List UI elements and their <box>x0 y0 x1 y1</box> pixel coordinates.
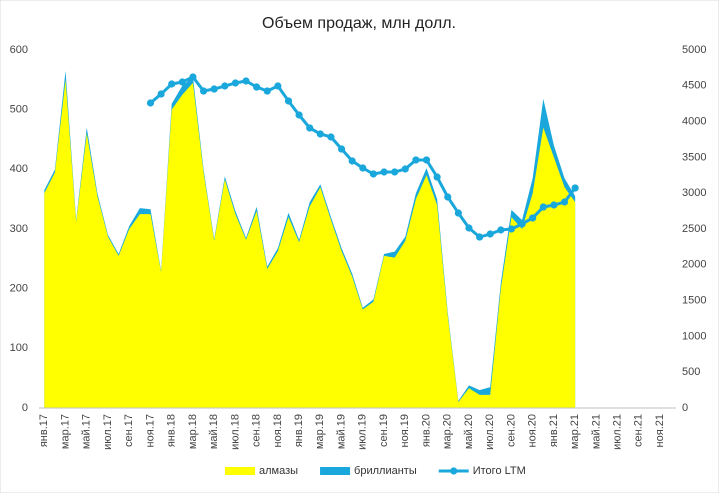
x-tick-label: мар.21 <box>569 414 581 449</box>
marker <box>231 79 240 87</box>
y-tick-label: 200 <box>10 283 28 295</box>
marker <box>337 145 346 153</box>
marker <box>327 133 335 141</box>
marker <box>422 156 431 164</box>
x-tick-label: май.21 <box>590 414 602 449</box>
marker <box>433 173 441 181</box>
x-tick-label: ноя.17 <box>144 414 156 447</box>
marker <box>178 78 186 86</box>
x-tick-label: мар.17 <box>59 414 71 449</box>
x-tick-label: янв.20 <box>420 414 432 447</box>
x-tick-label: ноя.18 <box>272 414 284 447</box>
x-tick-label: янв.17 <box>38 414 50 447</box>
marker <box>199 87 208 95</box>
marker <box>380 168 388 176</box>
legend-label: бриллианты <box>354 465 417 477</box>
x-tick-label: сен.20 <box>505 414 517 447</box>
x-tick-label: янв.21 <box>548 414 560 447</box>
marker <box>486 230 494 238</box>
marker <box>529 214 537 222</box>
marker <box>168 80 176 88</box>
x-tick-label: сен.21 <box>633 414 645 447</box>
marker <box>571 184 579 192</box>
marker <box>507 225 516 233</box>
marker <box>391 168 399 176</box>
marker <box>274 82 282 90</box>
marker <box>359 164 367 172</box>
marker <box>221 82 229 90</box>
y-tick-label: 300 <box>10 223 28 235</box>
x-tick-label: июл.21 <box>612 414 624 450</box>
x-tick-label: май.18 <box>208 414 220 449</box>
x-tick-label: ноя.21 <box>654 414 666 447</box>
x-tick-label: ноя.19 <box>399 414 411 447</box>
y2-tick-label: 4000 <box>682 116 706 128</box>
marker <box>316 130 324 138</box>
legend-label: Итого LTM <box>473 465 526 477</box>
marker <box>189 73 197 81</box>
y-tick-label: 600 <box>10 44 28 56</box>
marker <box>210 85 218 93</box>
marker <box>295 111 303 119</box>
marker <box>348 157 356 165</box>
y2-tick-label: 500 <box>682 366 700 378</box>
legend-swatch <box>225 467 255 475</box>
x-tick-label: сен.19 <box>378 414 390 447</box>
y-tick-label: 500 <box>10 104 28 116</box>
x-tick-label: сен.18 <box>251 414 263 447</box>
y2-tick-label: 1500 <box>682 295 706 307</box>
marker <box>146 99 155 107</box>
y2-tick-label: 3000 <box>682 187 706 199</box>
marker <box>539 203 547 211</box>
marker <box>253 83 261 91</box>
x-tick-label: июл.20 <box>484 414 496 450</box>
marker <box>157 90 165 98</box>
x-tick-label: июл.17 <box>102 414 114 450</box>
y2-tick-label: 5000 <box>682 44 706 56</box>
marker <box>454 209 462 217</box>
y-tick-label: 400 <box>10 163 28 175</box>
marker <box>306 124 314 132</box>
marker <box>475 233 484 241</box>
marker <box>263 87 271 95</box>
y2-tick-label: 3500 <box>682 151 706 163</box>
x-tick-label: мар.18 <box>187 414 199 449</box>
marker <box>550 201 558 209</box>
chart-title: Объем продаж, млн долл. <box>262 15 456 32</box>
marker <box>497 226 505 234</box>
y2-tick-label: 0 <box>682 402 688 414</box>
x-tick-label: май.20 <box>463 414 475 449</box>
x-tick-label: май.17 <box>81 414 93 449</box>
marker <box>444 193 452 201</box>
marker <box>518 220 526 228</box>
marker <box>284 97 293 105</box>
x-tick-label: мар.20 <box>442 414 454 449</box>
x-tick-label: июл.18 <box>229 414 241 450</box>
x-tick-label: май.19 <box>335 414 347 449</box>
y2-tick-label: 4500 <box>682 80 706 92</box>
marker <box>369 170 378 178</box>
area <box>44 79 576 408</box>
marker <box>242 77 250 85</box>
y-tick-label: 0 <box>22 402 28 414</box>
x-tick-label: янв.19 <box>293 414 305 447</box>
x-tick-label: сен.17 <box>123 414 135 447</box>
x-tick-label: июл.19 <box>357 414 369 450</box>
x-tick-label: мар.19 <box>314 414 326 449</box>
y2-tick-label: 2000 <box>682 259 706 271</box>
legend-label: алмазы <box>259 465 298 477</box>
marker <box>401 165 409 173</box>
legend-marker <box>450 467 458 475</box>
marker <box>412 156 420 164</box>
x-tick-label: янв.18 <box>166 414 178 447</box>
marker <box>465 224 473 232</box>
y2-tick-label: 1000 <box>682 330 706 342</box>
y2-tick-label: 2500 <box>682 223 706 235</box>
y-tick-label: 100 <box>10 342 28 354</box>
x-tick-label: ноя.20 <box>527 414 539 447</box>
legend-swatch <box>320 467 351 475</box>
marker <box>560 198 569 206</box>
